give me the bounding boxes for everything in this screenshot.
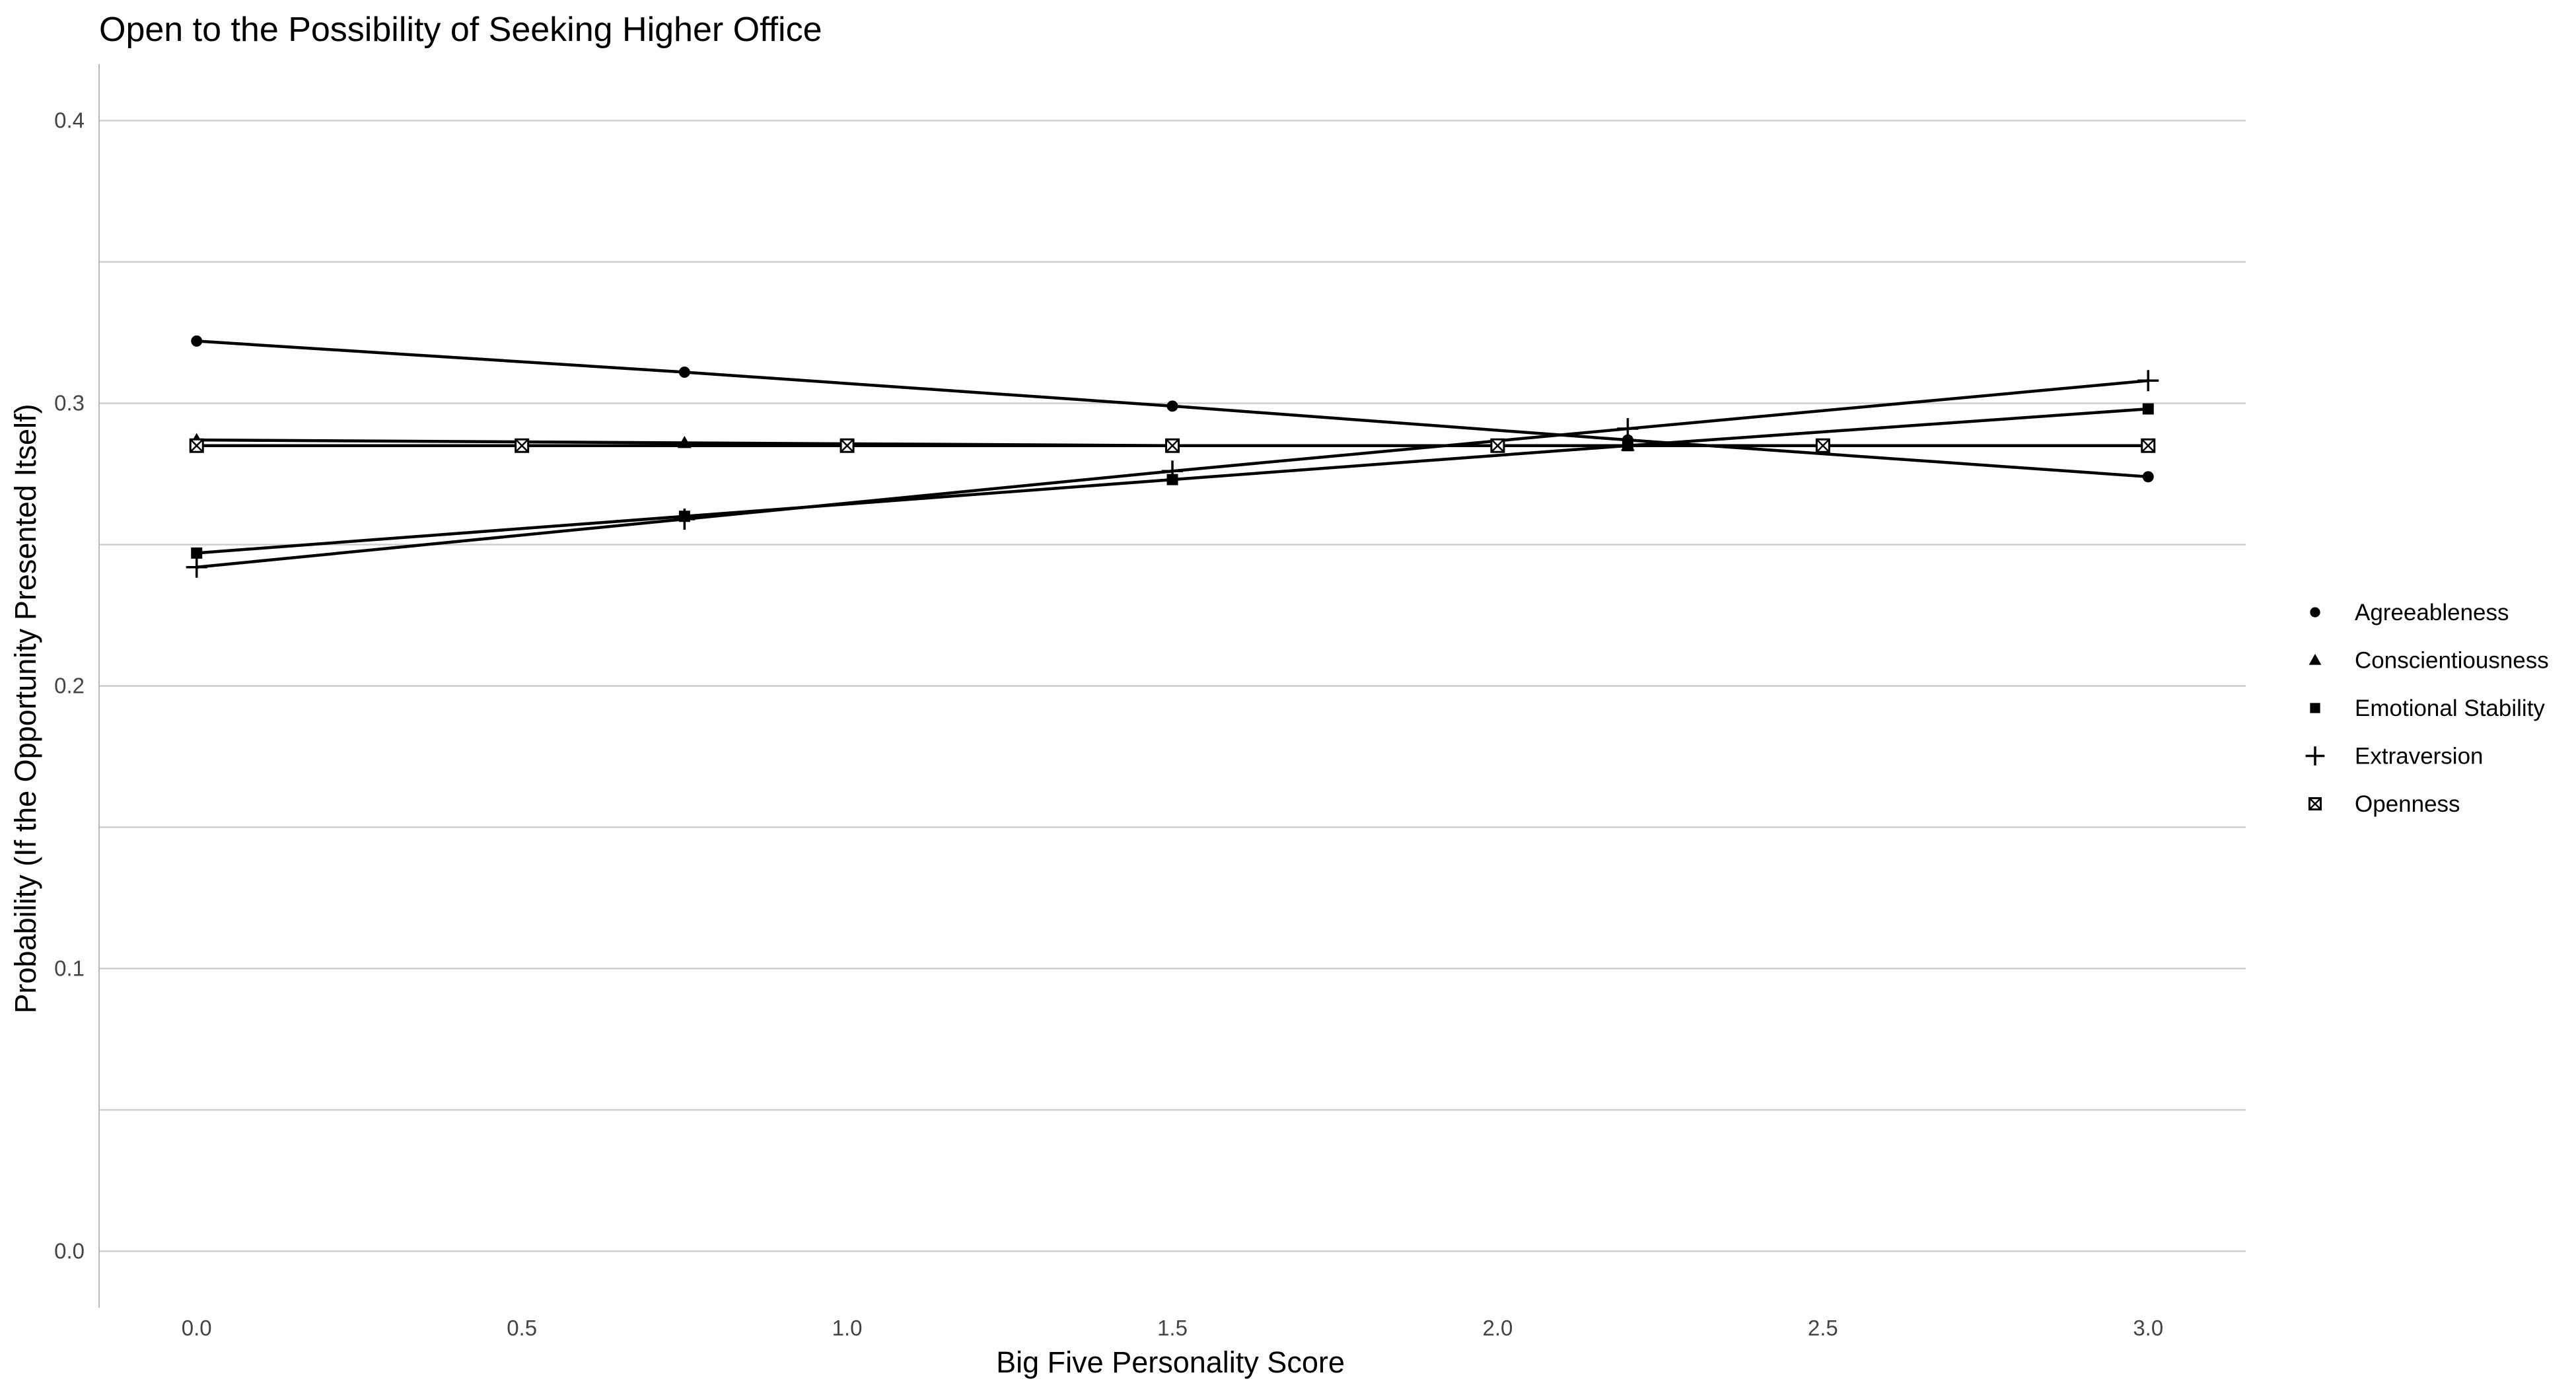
series-agreeableness [191,335,2154,483]
legend-item-emotional-stability: Emotional Stability [2310,695,2545,721]
y-tick-label: 0.4 [54,108,85,133]
x-tick-label: 3.0 [2133,1316,2163,1340]
y-tick-label: 0.3 [54,391,85,415]
legend-key-conscientiousness [2308,654,2322,665]
x-tick-label: 2.5 [1808,1316,1838,1340]
legend-label: Conscientiousness [2355,648,2549,674]
data-point-extraversion [1162,460,1183,482]
legend-item-conscientiousness: Conscientiousness [2308,648,2549,674]
series-group [186,335,2159,578]
data-point-extraversion [674,509,696,530]
y-tick-label: 0.0 [54,1238,85,1263]
x-tick-label: 0.0 [182,1316,212,1340]
data-point-emotional-stability [2142,403,2154,415]
data-point-openness [1490,438,1505,453]
data-point-openness [1165,438,1180,453]
y-axis-title: Probability (If the Opportunity Presente… [9,404,42,1014]
data-point-openness [2141,438,2156,453]
data-point-agreeableness [191,335,203,347]
y-axis-ticks: 0.0 0.1 0.2 0.3 0.4 [54,108,85,1263]
legend-item-agreeableness: Agreeableness [2310,600,2509,625]
legend-label: Openness [2355,791,2460,817]
legend-item-extraversion: Extraversion [2305,744,2484,769]
data-point-openness [515,438,530,453]
series-extraversion [186,370,2159,578]
data-point-emotional-stability [191,547,203,559]
data-point-extraversion [2137,370,2159,392]
data-point-openness [840,438,855,453]
data-point-agreeableness [678,366,690,378]
data-point-agreeableness [2142,471,2154,483]
legend-label: Emotional Stability [2355,695,2545,721]
legend-key-openness [2308,797,2322,811]
grid [99,120,2246,1252]
y-tick-label: 0.1 [54,956,85,980]
legend-label: Extraversion [2355,744,2484,769]
x-tick-label: 1.0 [832,1316,863,1340]
data-point-agreeableness [1166,400,1178,412]
legend: Agreeableness Conscientiousness Emotional … [2305,600,2549,817]
x-axis-ticks: 0.0 0.5 1.0 1.5 2.0 2.5 3.0 [182,1316,2163,1340]
legend-key-extraversion [2305,746,2325,765]
series-openness [189,438,2156,453]
data-point-extraversion [1617,418,1639,440]
legend-label: Agreeableness [2355,600,2509,625]
data-point-openness [1815,438,1830,453]
legend-key-agreeableness [2310,607,2320,618]
chart-title: Open to the Possibility of Seeking Highe… [99,11,822,49]
y-tick-label: 0.2 [54,674,85,698]
legend-item-openness: Openness [2308,791,2460,817]
x-axis-title: Big Five Personality Score [996,1345,1345,1379]
x-tick-label: 0.5 [507,1316,537,1340]
data-point-openness [189,438,204,453]
data-point-extraversion [186,556,207,578]
x-tick-label: 2.0 [1482,1316,1513,1340]
x-tick-label: 1.5 [1157,1316,1188,1340]
legend-key-emotional-stability [2310,703,2320,713]
